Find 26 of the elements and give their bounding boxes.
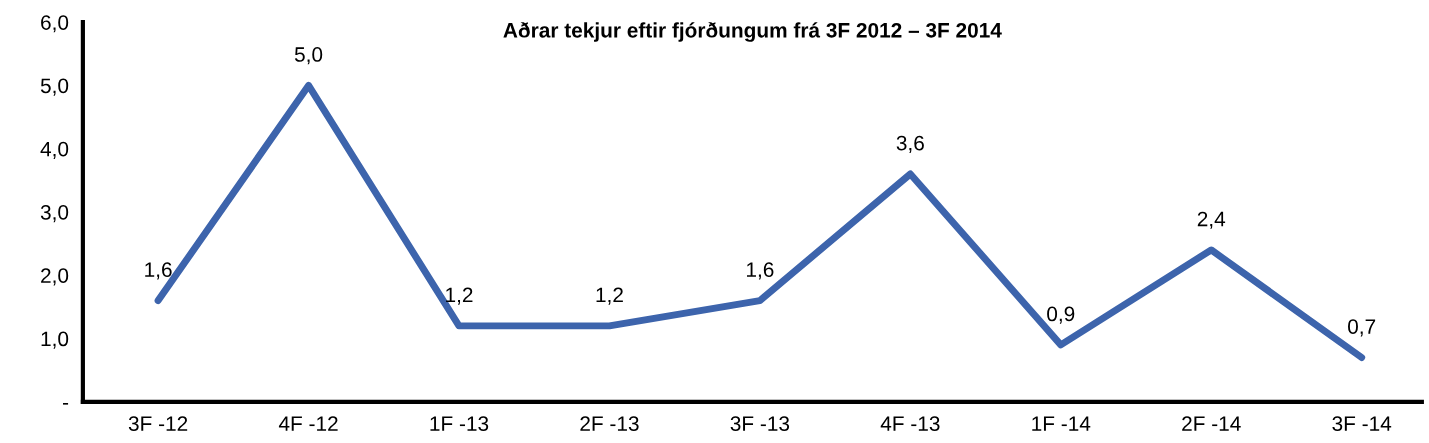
data-label: 0,9 [1047,306,1075,324]
x-tick-label: 1F -13 [430,416,489,431]
x-tick-label: 3F -12 [128,416,188,431]
chart-title: Aðrar tekjur eftir fjórðungum frá 3F 2012 – 3F 2014 [503,22,1002,42]
x-tick-label: 3F -14 [1332,416,1392,431]
data-label: 0,7 [1348,319,1376,337]
data-label: 1,6 [747,262,774,280]
x-tick-label: 4F -13 [880,416,940,431]
y-tick-label: 6,0 [41,15,69,33]
y-tick-label: 3,0 [40,204,69,223]
x-tick-label: 3F -13 [730,416,790,431]
data-label: 3,6 [896,135,924,153]
x-tick-label: 4F -12 [278,416,338,431]
y-tick-label: 2,0 [41,268,69,286]
x-tick-label: 2F -13 [580,416,639,431]
data-label: 1,2 [596,287,623,305]
data-label: 1,2 [446,287,473,305]
data-label: 2,4 [1197,211,1226,229]
y-tick-label: - [62,403,69,405]
x-tick-label: 2F -14 [1182,416,1241,431]
x-tick-label: 1F -14 [1032,416,1091,431]
y-tick-label: 5,0 [40,78,69,96]
data-label: 1,6 [145,262,172,280]
y-tick-label: 1,0 [41,331,69,349]
y-tick-label: 4,0 [40,141,69,159]
data-label: 5,0 [294,47,323,65]
